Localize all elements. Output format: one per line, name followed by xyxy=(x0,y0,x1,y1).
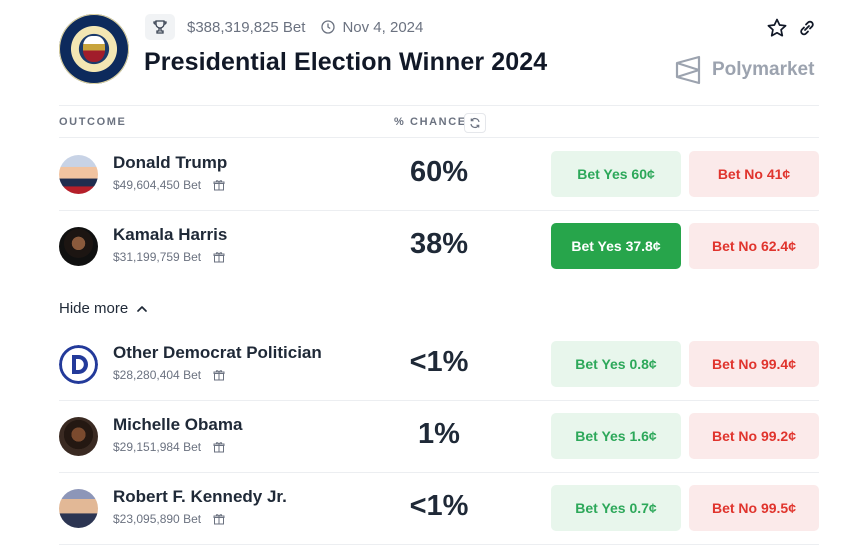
avatar xyxy=(59,227,98,266)
presidential-seal-image xyxy=(59,14,129,84)
market-meta: $388,319,825 Bet Nov 4, 2024 xyxy=(145,14,423,40)
polymarket-icon xyxy=(675,55,701,85)
outcome-chance: 38% xyxy=(409,228,469,260)
gift-icon[interactable] xyxy=(213,369,225,381)
hide-more-label: Hide more xyxy=(59,300,129,317)
outcome-row-robert-f-kennedy-jr: Robert F. Kennedy Jr. $23,095,890 Bet <1… xyxy=(59,472,819,544)
market-card: $388,319,825 Bet Nov 4, 2024 Presidentia… xyxy=(59,0,819,547)
avatar xyxy=(59,155,98,194)
divider xyxy=(59,210,819,211)
bet-no-button[interactable]: Bet No 99.2¢ xyxy=(689,413,819,459)
outcome-chance: 1% xyxy=(418,418,460,450)
link-icon[interactable] xyxy=(796,17,818,39)
bet-yes-button[interactable]: Bet Yes 37.8¢ xyxy=(551,223,681,269)
bet-yes-button[interactable]: Bet Yes 1.6¢ xyxy=(551,413,681,459)
outcome-volume-row: $29,151,984 Bet xyxy=(113,440,225,454)
end-date: Nov 4, 2024 xyxy=(342,18,424,36)
refresh-icon[interactable] xyxy=(464,113,486,133)
page-title: Presidential Election Winner 2024 xyxy=(144,48,548,76)
bet-no-button[interactable]: Bet No 41¢ xyxy=(689,151,819,197)
outcome-volume: $28,280,404 Bet xyxy=(113,368,202,382)
bet-yes-button[interactable]: Bet Yes 0.7¢ xyxy=(551,485,681,531)
outcome-volume-row: $49,604,450 Bet xyxy=(113,178,225,192)
outcome-row-donald-trump: Donald Trump $49,604,450 Bet 60% Bet Yes… xyxy=(59,138,819,210)
avatar xyxy=(59,489,98,528)
outcome-chance: <1% xyxy=(409,346,469,378)
outcome-name: Robert F. Kennedy Jr. xyxy=(113,487,287,506)
outcome-chance: 60% xyxy=(409,156,469,188)
outcome-row-other-democrat-politician: Other Democrat Politician $28,280,404 Be… xyxy=(59,328,819,400)
chance-column-header: % CHANCE xyxy=(394,116,467,128)
outcome-chance: <1% xyxy=(409,490,469,522)
bet-no-button[interactable]: Bet No 62.4¢ xyxy=(689,223,819,269)
outcome-column-header: OUTCOME xyxy=(59,116,127,128)
divider xyxy=(59,472,819,473)
democrat-logo-icon xyxy=(59,345,98,384)
total-volume: $388,319,825 Bet xyxy=(187,18,306,36)
bet-no-button[interactable]: Bet No 99.4¢ xyxy=(689,341,819,387)
outcome-name: Other Democrat Politician xyxy=(113,343,322,362)
brand-name: Polymarket xyxy=(712,59,815,80)
avatar xyxy=(59,417,98,456)
outcome-volume-row: $28,280,404 Bet xyxy=(113,368,225,382)
outcome-volume-row: $31,199,759 Bet xyxy=(113,250,225,264)
outcome-volume: $31,199,759 Bet xyxy=(113,250,202,264)
outcome-volume: $23,095,890 Bet xyxy=(113,512,202,526)
bet-no-button[interactable]: Bet No 99.5¢ xyxy=(689,485,819,531)
divider xyxy=(59,544,819,545)
divider xyxy=(59,137,819,138)
hide-more-toggle[interactable]: Hide more xyxy=(59,300,148,317)
outcome-volume: $29,151,984 Bet xyxy=(113,440,202,454)
outcome-volume: $49,604,450 Bet xyxy=(113,178,202,192)
outcome-name: Michelle Obama xyxy=(113,415,243,434)
gift-icon[interactable] xyxy=(213,441,225,453)
outcome-row-michelle-obama: Michelle Obama $29,151,984 Bet 1% Bet Ye… xyxy=(59,400,819,472)
outcome-name: Kamala Harris xyxy=(113,225,228,244)
outcome-row-kamala-harris: Kamala Harris $31,199,759 Bet 38% Bet Ye… xyxy=(59,210,819,282)
chevron-up-icon xyxy=(137,305,148,312)
clock-icon xyxy=(321,20,336,34)
star-icon[interactable] xyxy=(766,17,788,39)
gift-icon[interactable] xyxy=(213,179,225,191)
divider xyxy=(59,400,819,401)
outcome-name: Donald Trump xyxy=(113,153,228,172)
gift-icon[interactable] xyxy=(213,251,225,263)
divider xyxy=(59,105,819,106)
bet-yes-button[interactable]: Bet Yes 0.8¢ xyxy=(551,341,681,387)
polymarket-logo: Polymarket xyxy=(674,55,814,85)
outcome-volume-row: $23,095,890 Bet xyxy=(113,512,225,526)
trophy-icon xyxy=(145,14,175,40)
bet-yes-button[interactable]: Bet Yes 60¢ xyxy=(551,151,681,197)
gift-icon[interactable] xyxy=(213,513,225,525)
